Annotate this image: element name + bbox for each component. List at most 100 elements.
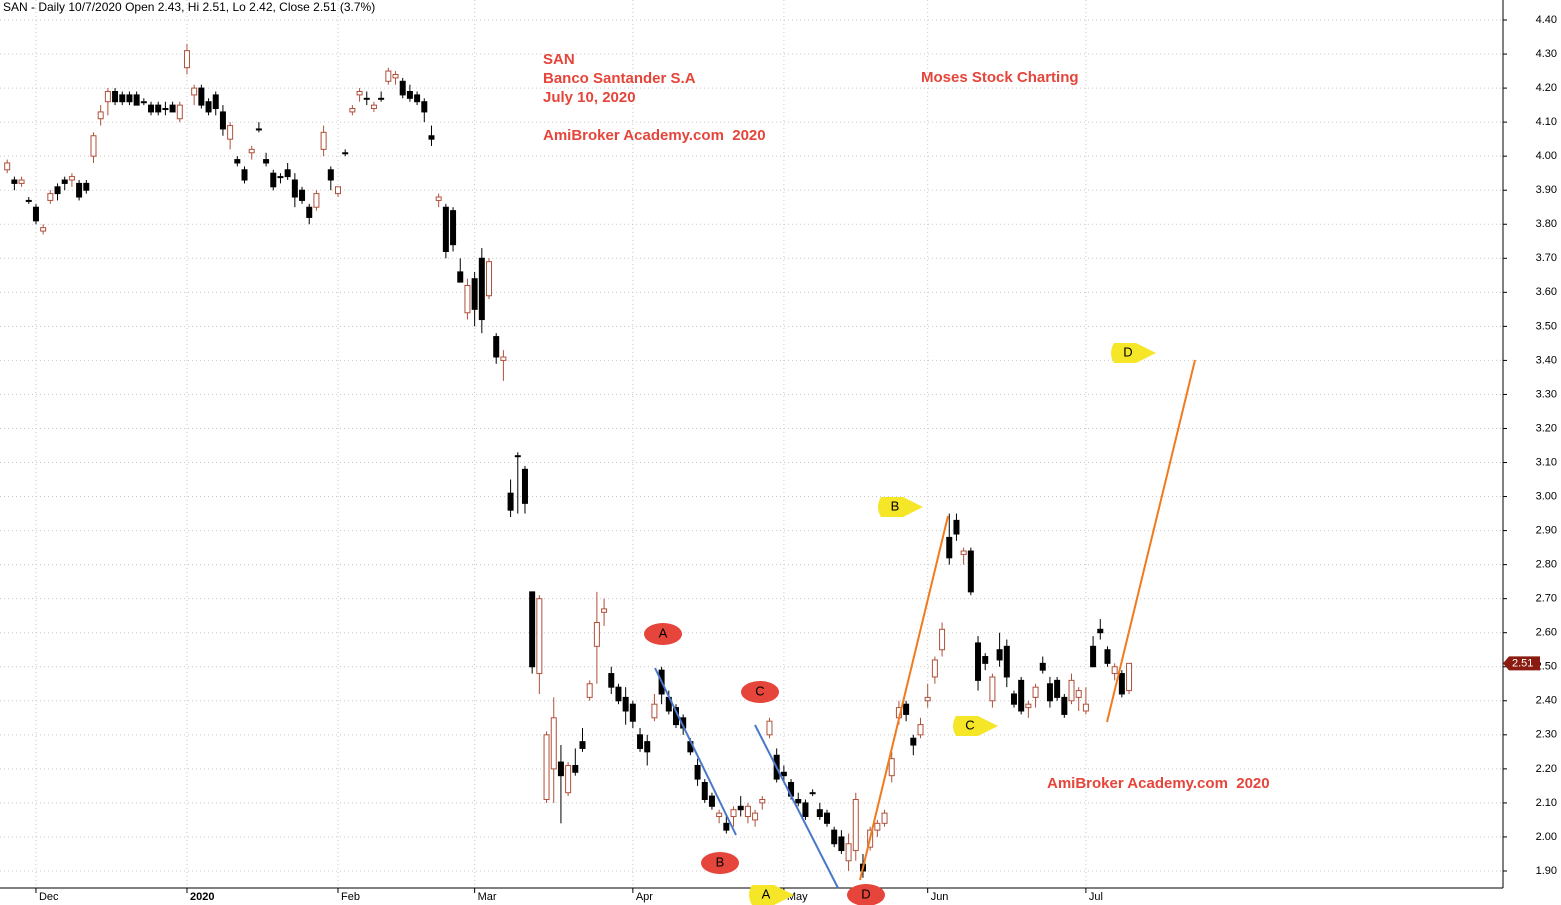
candle-body [1032, 686, 1039, 698]
x-tick-label: Jul [1089, 891, 1103, 903]
y-tick-label: 3.10 [1536, 456, 1557, 468]
candle-body [392, 73, 399, 79]
y-tick-label: 4.30 [1536, 48, 1557, 60]
candle-body [1046, 683, 1053, 702]
candle-body [874, 822, 881, 831]
y-tick-label: 2.70 [1536, 593, 1557, 605]
candle-body [219, 111, 226, 130]
y-tick-label: 3.50 [1536, 320, 1557, 332]
candle-body [651, 703, 658, 719]
candle-body [205, 101, 212, 113]
candle-body [169, 104, 176, 113]
candle-body [493, 336, 500, 358]
candle-body [996, 649, 1003, 661]
y-tick-label: 4.00 [1536, 150, 1557, 162]
candle-body [946, 536, 953, 559]
candle-body [291, 179, 298, 198]
candle-body [241, 169, 248, 181]
candle-body [759, 799, 766, 804]
y-tick-label: 2.30 [1536, 729, 1557, 741]
candle-body [780, 771, 787, 777]
candle-body [176, 104, 183, 120]
candle-body [363, 97, 370, 100]
y-tick-label: 3.60 [1536, 286, 1557, 298]
y-tick-label: 3.20 [1536, 422, 1557, 434]
candle-body [140, 101, 147, 104]
candle-body [881, 812, 888, 824]
pattern-marker [644, 623, 682, 645]
candle-body [399, 80, 406, 96]
candle-body [97, 111, 104, 120]
chart-title: SAN - Daily 10/7/2020 Open 2.43, Hi 2.51… [3, 0, 375, 14]
y-tick-label: 3.40 [1536, 354, 1557, 366]
candle-body [486, 261, 493, 297]
candle-body [694, 764, 701, 780]
candle-body [1018, 679, 1025, 712]
candle-body [1090, 645, 1097, 668]
candle-body [83, 182, 90, 191]
candle-body [349, 108, 356, 113]
candle-body [342, 152, 349, 155]
candle-body [227, 125, 234, 140]
candle-body [162, 108, 169, 111]
candle-body [428, 135, 435, 140]
candle-body [414, 94, 421, 103]
candle-body [1075, 690, 1082, 698]
price-tag-label: 2.51 [1512, 657, 1533, 669]
pattern-marker [1111, 343, 1156, 363]
candle-body [270, 172, 277, 188]
candle-body [586, 683, 593, 698]
y-tick-label: 2.20 [1536, 763, 1557, 775]
candle-body [313, 193, 320, 208]
candle-body [529, 591, 536, 668]
candle-body [766, 720, 773, 736]
candle-body [18, 179, 25, 184]
candle-body [148, 104, 155, 113]
candle-body [1003, 645, 1010, 678]
candle-body [263, 159, 270, 164]
candle-body [1126, 662, 1133, 692]
candle-body [975, 642, 982, 681]
candle-body [450, 210, 457, 246]
y-tick-label: 3.90 [1536, 184, 1557, 196]
trend-line [754, 724, 839, 889]
candle-body [104, 91, 111, 103]
candle-body [155, 104, 162, 113]
x-tick-label: Feb [341, 891, 360, 903]
candle-body [723, 822, 730, 831]
candle-body [76, 182, 83, 198]
candle-body [255, 128, 262, 131]
x-tick-label: Dec [39, 891, 59, 903]
candle-body [716, 812, 723, 818]
candle-body [284, 169, 291, 178]
candle-body [356, 91, 363, 96]
x-tick-label: Jun [931, 891, 949, 903]
candle-body [802, 802, 809, 818]
candle-body [1068, 679, 1075, 702]
candle-body [593, 622, 600, 647]
x-tick-label: Mar [478, 891, 497, 903]
y-tick-label: 3.00 [1536, 490, 1557, 502]
candle-body [629, 703, 636, 722]
y-tick-label: 2.80 [1536, 559, 1557, 571]
y-tick-label: 2.40 [1536, 695, 1557, 707]
candle-body [471, 278, 478, 310]
candle-body [967, 550, 974, 593]
candle-body [68, 176, 75, 181]
candle-body [1054, 679, 1061, 698]
candle-body [1010, 693, 1017, 705]
candle-body [622, 696, 629, 712]
annotation: AmiBroker Academy.com 2020 [1047, 775, 1270, 792]
candle-body [608, 673, 615, 688]
candle-body [903, 703, 910, 715]
pattern-label: B [891, 498, 900, 513]
candle-body [112, 91, 119, 103]
candle-body [514, 455, 521, 458]
candle-body [737, 805, 744, 811]
pattern-label: B [716, 854, 725, 869]
x-tick-label: 2020 [190, 891, 214, 903]
candle-body [234, 159, 241, 164]
candle-body [1111, 666, 1118, 675]
candle-body [816, 809, 823, 818]
